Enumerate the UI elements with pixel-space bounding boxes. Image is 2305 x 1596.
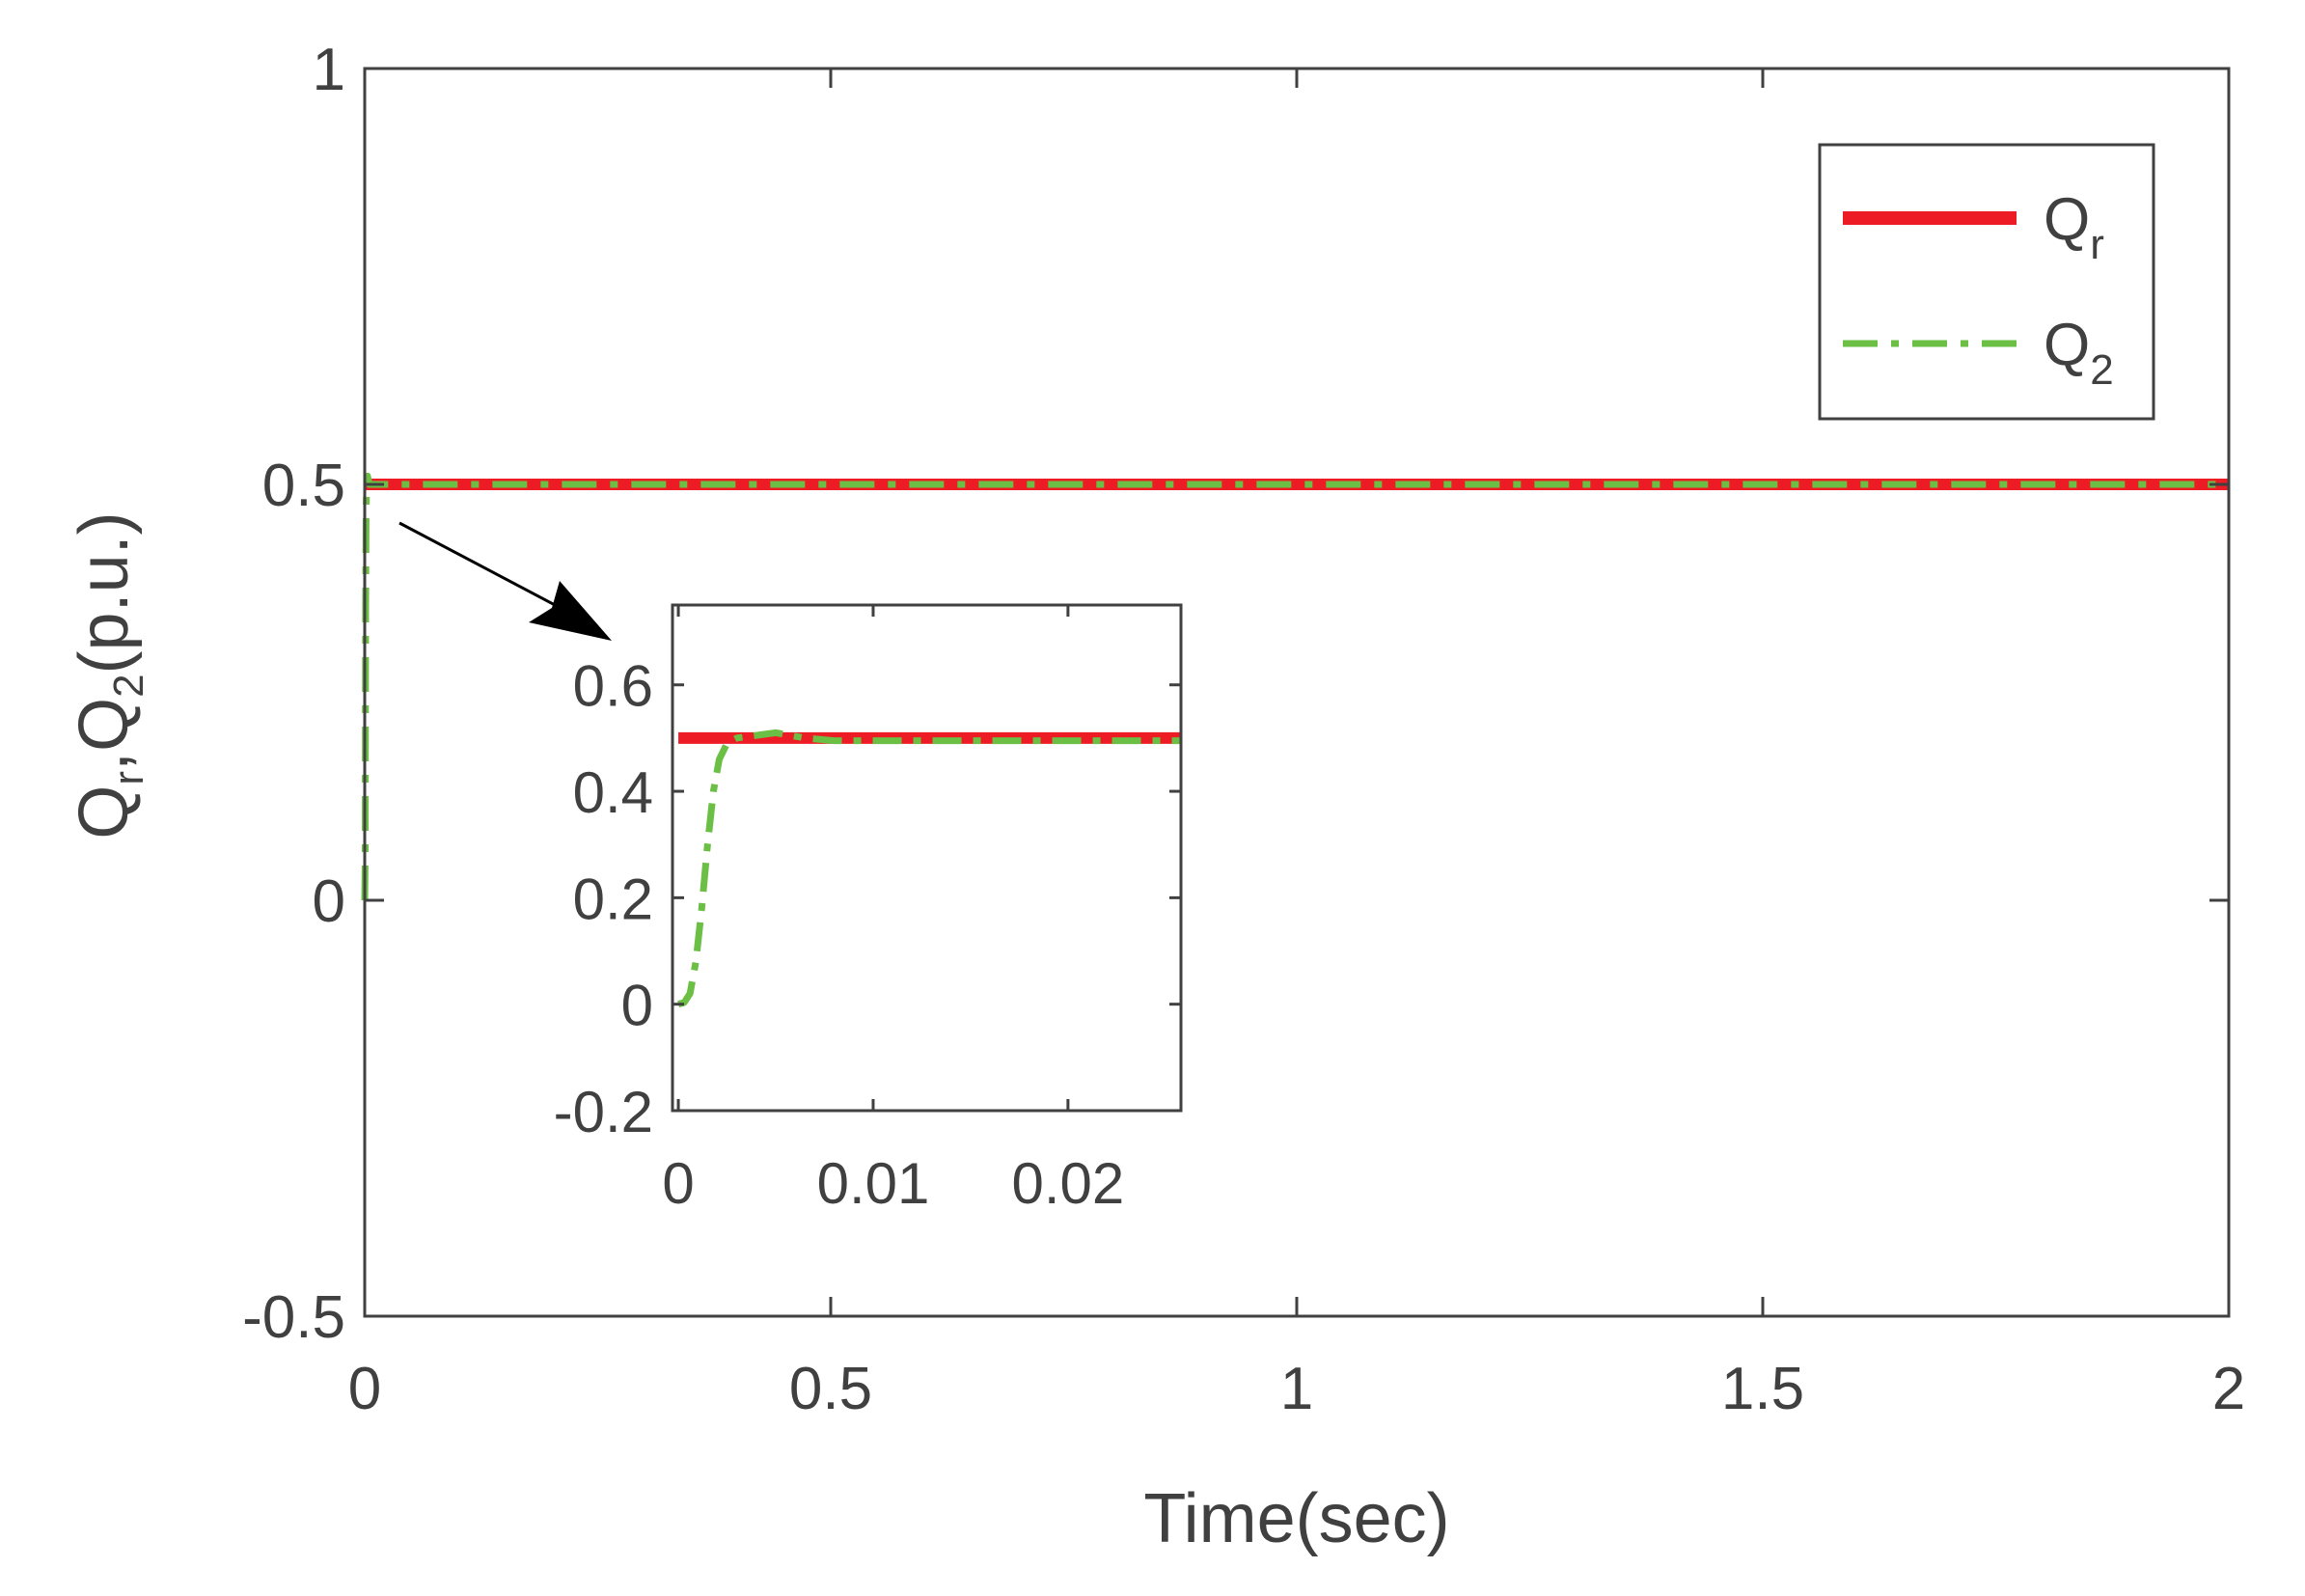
main-x-tick-label: 1 bbox=[1280, 1356, 1313, 1422]
inset-tick-labels: 0 0.01 0.02-0.200.20.40.6 bbox=[554, 654, 1125, 1216]
inset-axes-frame bbox=[671, 603, 1183, 1113]
y-axis-label-unit: (p.u.) bbox=[66, 511, 143, 674]
inset-x-tick-label: 0 bbox=[662, 1151, 694, 1216]
main-chart: 0 0.5 1 1.5 2-0.500.51 Time(sec) Qr,Q2(p.u.) bbox=[66, 37, 2245, 1557]
main-y-tick-label: 1 bbox=[313, 37, 345, 103]
y-axis-label: Qr,Q2(p.u.) bbox=[66, 511, 152, 839]
y-axis-label-sub2: 2 bbox=[105, 674, 152, 697]
legend-label-q2: Q2 bbox=[2044, 312, 2114, 394]
inset-x-tick-label: 0.02 bbox=[1011, 1151, 1124, 1216]
inset-y-tick-label: 0.2 bbox=[573, 867, 653, 931]
zoom-arrow-shaft bbox=[398, 521, 576, 618]
y-axis-label-q2: Q bbox=[66, 698, 143, 752]
x-axis-label: Time(sec) bbox=[1143, 1480, 1449, 1557]
main-x-tick-label: 2 bbox=[2212, 1356, 2245, 1422]
main-x-tick-label: 1.5 bbox=[1721, 1356, 1804, 1422]
y-axis-label-sep: , bbox=[66, 752, 143, 771]
main-x-tick-label: 0 bbox=[348, 1356, 381, 1422]
main-y-tick-label: -0.5 bbox=[242, 1284, 345, 1351]
zoom-arrow-head bbox=[529, 581, 612, 641]
inset-background bbox=[672, 605, 1181, 1111]
main-tick-labels: 0 0.5 1 1.5 2-0.500.51 bbox=[242, 37, 2245, 1422]
inset-y-tick-label: 0.4 bbox=[573, 760, 653, 825]
main-ticks bbox=[363, 67, 2231, 1318]
inset-y-tick-label: 0.6 bbox=[573, 654, 653, 719]
inset-ticks bbox=[672, 605, 1181, 1113]
inset-y-tick-label: -0.2 bbox=[554, 1080, 653, 1144]
legend-label-qr: Qr bbox=[2044, 186, 2104, 268]
main-y-tick-label: 0 bbox=[313, 868, 345, 935]
legend: Qr Q2 bbox=[1818, 143, 2155, 421]
main-y-tick-label: 0.5 bbox=[262, 453, 345, 519]
y-axis-label-sub1: r bbox=[105, 771, 152, 785]
inset-chart: 0 0.01 0.02-0.200.20.40.6 bbox=[554, 603, 1183, 1216]
zoom-arrow bbox=[398, 521, 612, 641]
inset-series-line-q2 bbox=[677, 729, 1181, 1008]
y-axis-label-q1: Q bbox=[66, 785, 143, 839]
inset-x-tick-label: 0.01 bbox=[817, 1151, 930, 1216]
legend-box bbox=[1818, 143, 2155, 421]
main-x-tick-label: 0.5 bbox=[789, 1356, 872, 1422]
inset-y-tick-label: 0 bbox=[621, 974, 653, 1038]
inset-plot-lines bbox=[677, 729, 1181, 1008]
